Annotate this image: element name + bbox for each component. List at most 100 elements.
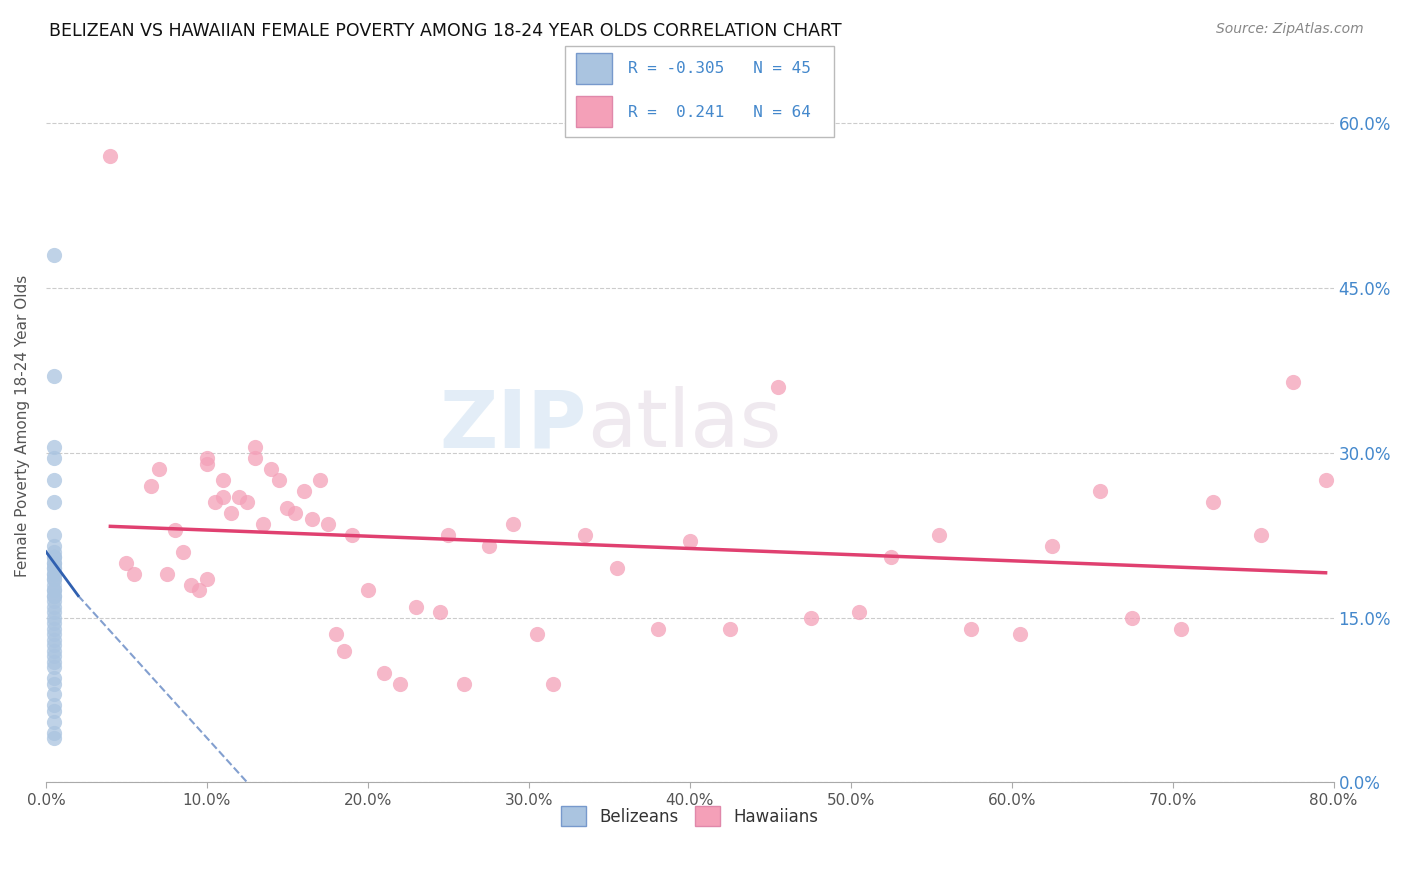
Point xyxy=(1040,539,1063,553)
Y-axis label: Female Poverty Among 18-24 Year Olds: Female Poverty Among 18-24 Year Olds xyxy=(15,275,30,576)
Point xyxy=(42,594,65,608)
Point xyxy=(42,495,65,509)
Point xyxy=(42,589,65,603)
Point xyxy=(98,149,121,163)
Point xyxy=(42,572,65,586)
Bar xyxy=(576,96,612,127)
Bar xyxy=(576,53,612,84)
Text: Source: ZipAtlas.com: Source: ZipAtlas.com xyxy=(1216,22,1364,37)
Point xyxy=(42,577,65,591)
Point xyxy=(42,655,65,669)
Point xyxy=(42,698,65,713)
Point xyxy=(156,566,179,581)
Point xyxy=(42,572,65,586)
Point xyxy=(195,457,218,471)
Point xyxy=(212,490,235,504)
Point xyxy=(42,714,65,729)
Point xyxy=(219,506,242,520)
Point xyxy=(124,566,146,581)
Point xyxy=(42,599,65,614)
Point xyxy=(42,589,65,603)
Legend: Belizeans, Hawaiians: Belizeans, Hawaiians xyxy=(553,797,827,835)
Point xyxy=(718,622,741,636)
Point xyxy=(1008,627,1031,641)
Point xyxy=(163,523,186,537)
Point xyxy=(429,605,451,619)
Point xyxy=(42,671,65,685)
Point xyxy=(42,648,65,663)
Point xyxy=(42,556,65,570)
Point xyxy=(180,577,202,591)
Point xyxy=(526,627,548,641)
Point xyxy=(252,517,274,532)
Point xyxy=(42,638,65,652)
Point xyxy=(204,495,226,509)
Text: BELIZEAN VS HAWAIIAN FEMALE POVERTY AMONG 18-24 YEAR OLDS CORRELATION CHART: BELIZEAN VS HAWAIIAN FEMALE POVERTY AMON… xyxy=(49,22,842,40)
Text: atlas: atlas xyxy=(586,386,782,465)
Point xyxy=(42,550,65,565)
Point xyxy=(647,622,669,636)
Point xyxy=(172,545,194,559)
Point xyxy=(42,539,65,553)
Point xyxy=(42,622,65,636)
Point xyxy=(115,556,138,570)
Text: ZIP: ZIP xyxy=(440,386,586,465)
Point xyxy=(284,506,307,520)
Point xyxy=(42,688,65,702)
Point xyxy=(292,484,315,499)
Point xyxy=(260,462,283,476)
Point xyxy=(1250,528,1272,542)
Point xyxy=(42,583,65,598)
Point xyxy=(42,704,65,718)
Point xyxy=(389,676,412,690)
Point xyxy=(42,441,65,455)
Point xyxy=(928,528,950,542)
Point xyxy=(42,632,65,647)
Point xyxy=(42,726,65,740)
Point xyxy=(799,610,821,624)
Point xyxy=(768,380,790,394)
Point xyxy=(42,616,65,631)
Point xyxy=(42,605,65,619)
Point xyxy=(195,451,218,466)
Point xyxy=(42,676,65,690)
Point xyxy=(42,566,65,581)
Point xyxy=(42,731,65,746)
Point xyxy=(42,627,65,641)
Point xyxy=(340,528,363,542)
Text: R = -0.305   N = 45: R = -0.305 N = 45 xyxy=(628,61,811,76)
Point xyxy=(325,627,347,641)
Point xyxy=(42,451,65,466)
Point xyxy=(42,561,65,575)
Point xyxy=(187,583,209,598)
Point xyxy=(316,517,339,532)
Point xyxy=(848,605,870,619)
Point xyxy=(212,474,235,488)
Point xyxy=(42,474,65,488)
Point xyxy=(1090,484,1112,499)
Point xyxy=(42,643,65,657)
Point xyxy=(301,512,323,526)
Point xyxy=(195,572,218,586)
Point xyxy=(453,676,475,690)
Point xyxy=(42,610,65,624)
Point xyxy=(357,583,380,598)
Point xyxy=(42,550,65,565)
Point xyxy=(1202,495,1225,509)
Point xyxy=(245,451,267,466)
Point xyxy=(373,665,395,680)
Point xyxy=(1170,622,1192,636)
Point xyxy=(880,550,903,565)
Point xyxy=(679,533,702,548)
Point xyxy=(42,545,65,559)
Point xyxy=(42,528,65,542)
Point xyxy=(405,599,427,614)
Point xyxy=(42,248,65,262)
Point xyxy=(1282,375,1305,389)
FancyBboxPatch shape xyxy=(565,45,834,137)
Point xyxy=(541,676,564,690)
Point xyxy=(228,490,250,504)
Point xyxy=(42,566,65,581)
Point xyxy=(148,462,170,476)
Point xyxy=(42,556,65,570)
